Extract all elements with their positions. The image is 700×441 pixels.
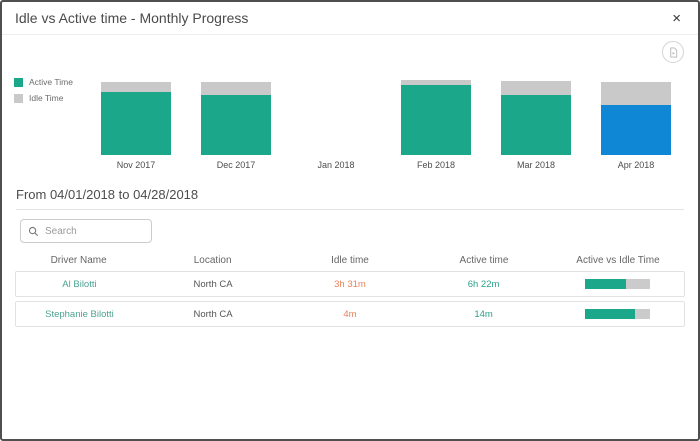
search-row bbox=[2, 210, 698, 247]
bar-feb-2018[interactable] bbox=[401, 80, 471, 155]
col-header-location: Location bbox=[193, 254, 232, 266]
bar-apr-2018-selected[interactable] bbox=[601, 82, 671, 155]
month-label: Mar 2018 bbox=[516, 160, 556, 170]
idle-time-cell: 4m bbox=[343, 308, 357, 320]
legend-label-active: Active Time bbox=[29, 77, 73, 87]
month-label: Apr 2018 bbox=[617, 160, 655, 170]
month-slot-apr-2018: Apr 2018 bbox=[586, 67, 686, 171]
col-header-idle-time: Idle time bbox=[331, 254, 369, 266]
idle-segment bbox=[401, 80, 471, 85]
monthly-progress-chart: Active Time Idle Time Nov 2017 Dec bbox=[2, 67, 698, 171]
active-portion bbox=[584, 279, 627, 289]
month-slot-feb-2018: Feb 2018 bbox=[386, 67, 486, 171]
period-header: From 04/01/2018 to 04/28/2018 bbox=[16, 187, 684, 210]
month-label: Nov 2017 bbox=[116, 160, 156, 170]
table-header-row: Driver Name Location Idle time Active ti… bbox=[2, 249, 698, 271]
search-icon bbox=[28, 226, 39, 237]
active-time-swatch bbox=[14, 77, 23, 87]
active-segment bbox=[401, 85, 471, 155]
month-label: Jan 2018 bbox=[317, 160, 355, 170]
search-box bbox=[20, 219, 152, 243]
bar-mar-2018[interactable] bbox=[501, 81, 571, 155]
stacked-bar-chart: Nov 2017 Dec 2017 Jan 2018 bbox=[86, 67, 686, 171]
idle-segment bbox=[201, 82, 271, 95]
month-slot-mar-2018: Mar 2018 bbox=[486, 67, 586, 171]
close-icon[interactable]: × bbox=[668, 9, 685, 28]
search-input[interactable] bbox=[45, 225, 144, 237]
month-slot-dec-2017: Dec 2017 bbox=[186, 67, 286, 171]
bar-dec-2017[interactable] bbox=[201, 82, 271, 155]
table-row[interactable]: Al Bilotti North CA 3h 31m 6h 22m bbox=[15, 271, 685, 297]
legend-item-idle: Idle Time bbox=[14, 93, 86, 103]
idle-time-swatch bbox=[14, 93, 23, 103]
bar-nov-2017[interactable] bbox=[101, 82, 171, 155]
active-time-cell: 6h 22m bbox=[467, 278, 500, 290]
period-label: From 04/01/2018 to 04/28/2018 bbox=[16, 187, 199, 202]
active-segment bbox=[201, 95, 271, 155]
active-segment bbox=[501, 95, 571, 155]
modal-header: Idle vs Active time - Monthly Progress × bbox=[2, 2, 698, 35]
legend-label-idle: Idle Time bbox=[29, 93, 64, 103]
active-segment-selected bbox=[601, 105, 671, 155]
legend-item-active: Active Time bbox=[14, 77, 86, 87]
driver-name-cell[interactable]: Al Bilotti bbox=[62, 278, 97, 290]
chart-legend: Active Time Idle Time bbox=[14, 67, 86, 171]
col-header-driver-name: Driver Name bbox=[50, 254, 107, 266]
month-label: Dec 2017 bbox=[216, 160, 256, 170]
month-slot-jan-2018: Jan 2018 bbox=[286, 67, 386, 171]
active-vs-idle-bar bbox=[584, 279, 650, 289]
active-vs-idle-bar bbox=[584, 309, 650, 319]
drivers-table: Driver Name Location Idle time Active ti… bbox=[2, 249, 698, 327]
active-time-cell: 14m bbox=[474, 308, 493, 320]
active-portion bbox=[584, 309, 636, 319]
export-report-icon bbox=[668, 46, 679, 58]
idle-time-cell: 3h 31m bbox=[334, 278, 366, 290]
location-cell: North CA bbox=[193, 308, 233, 320]
col-header-active-time: Active time bbox=[459, 254, 509, 266]
active-vs-idle-cell bbox=[550, 309, 684, 319]
toolbar bbox=[2, 35, 698, 65]
idle-segment bbox=[601, 82, 671, 105]
idle-segment bbox=[501, 81, 571, 95]
driver-name-cell[interactable]: Stephanie Bilotti bbox=[45, 308, 114, 320]
table-row[interactable]: Stephanie Bilotti North CA 4m 14m bbox=[15, 301, 685, 327]
month-label: Feb 2018 bbox=[416, 160, 456, 170]
active-segment bbox=[101, 92, 171, 155]
idle-segment bbox=[101, 82, 171, 92]
col-header-active-vs-idle: Active vs Idle Time bbox=[576, 254, 660, 266]
location-cell: North CA bbox=[193, 278, 233, 290]
modal-title: Idle vs Active time - Monthly Progress bbox=[15, 10, 249, 26]
month-slot-nov-2017: Nov 2017 bbox=[86, 67, 186, 171]
export-report-button[interactable] bbox=[662, 41, 684, 63]
active-vs-idle-cell bbox=[550, 279, 684, 289]
